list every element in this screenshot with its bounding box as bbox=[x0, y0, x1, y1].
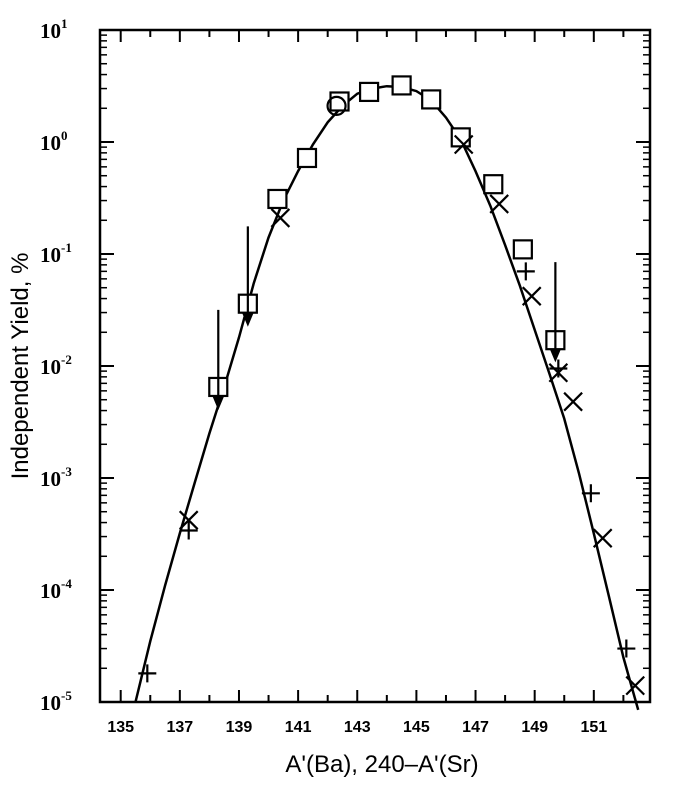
x-marker bbox=[178, 510, 199, 530]
x-tick-label: 139 bbox=[226, 719, 253, 736]
y-tick-label: 10-2 bbox=[40, 352, 72, 379]
square-marker bbox=[483, 174, 504, 195]
plus-marker bbox=[617, 639, 636, 658]
x-axis-title: A'(Ba), 240–A'(Sr) bbox=[285, 751, 478, 778]
x-marker bbox=[489, 194, 509, 214]
square-marker bbox=[391, 75, 412, 96]
square-marker bbox=[267, 188, 288, 210]
axis-ticks bbox=[100, 29, 650, 703]
square-marker bbox=[421, 89, 442, 110]
upper-limit-arrow-head bbox=[549, 348, 562, 363]
x-tick-label: 147 bbox=[462, 719, 489, 736]
circle-marker bbox=[326, 95, 347, 117]
plus-marker bbox=[549, 359, 568, 378]
upper-limit-arrow-head bbox=[242, 312, 254, 327]
y-tick-label: 10-1 bbox=[40, 240, 72, 267]
x-tick-label: 137 bbox=[166, 719, 193, 736]
y-tick-label: 10-5 bbox=[40, 688, 72, 715]
x-marker bbox=[563, 391, 583, 412]
x-marker bbox=[453, 134, 474, 155]
square-marker bbox=[296, 147, 318, 169]
fit-curve bbox=[134, 84, 640, 711]
square-marker bbox=[512, 239, 533, 260]
x-tick-label: 151 bbox=[580, 719, 607, 736]
y-tick-label: 10-4 bbox=[40, 576, 72, 603]
data-markers bbox=[138, 75, 645, 696]
plus-marker bbox=[179, 521, 198, 540]
x-tick-label: 135 bbox=[107, 719, 134, 736]
y-tick-labels: 101 100 10-1 10-2 10-3 10-4 10-5 bbox=[40, 16, 72, 715]
x-marker bbox=[521, 286, 542, 306]
x-marker bbox=[625, 675, 645, 696]
plus-marker bbox=[581, 484, 600, 503]
square-marker bbox=[358, 81, 380, 103]
x-tick-label: 141 bbox=[285, 719, 312, 736]
x-tick-labels: 135 137 139 141 143 145 147 149 151 bbox=[107, 719, 607, 736]
y-tick-label: 10-3 bbox=[40, 464, 72, 491]
upper-limit-arrow-head bbox=[212, 396, 225, 411]
y-tick-label: 101 bbox=[40, 16, 68, 43]
x-tick-label: 149 bbox=[521, 719, 548, 736]
x-tick-label: 143 bbox=[344, 719, 371, 736]
x-tick-label: 145 bbox=[403, 719, 430, 736]
y-axis-title: Independent Yield, % bbox=[7, 253, 34, 480]
x-marker bbox=[270, 208, 291, 228]
plus-marker bbox=[138, 664, 157, 683]
y-tick-label: 100 bbox=[40, 128, 68, 155]
plot-frame bbox=[98, 28, 652, 704]
x-marker bbox=[592, 528, 613, 548]
plus-marker bbox=[516, 262, 535, 281]
square-marker bbox=[450, 127, 471, 148]
